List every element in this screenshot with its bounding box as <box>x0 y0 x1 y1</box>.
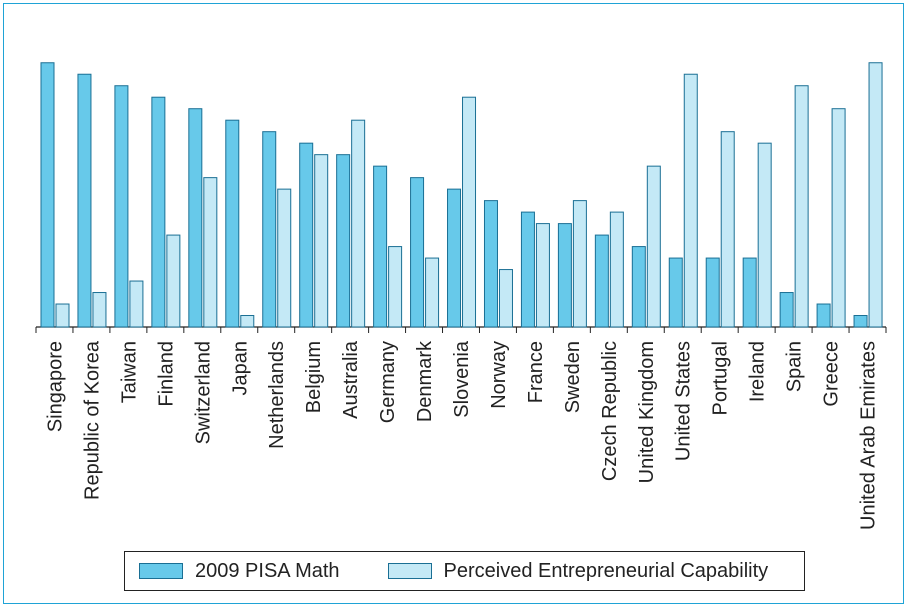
category-label: Netherlands <box>266 341 288 449</box>
bar-entrepreneurial-capability <box>498 269 513 328</box>
bar-pisa-math <box>779 292 794 328</box>
category-label: United Arab Emirates <box>858 341 880 530</box>
bar-entrepreneurial-capability <box>831 108 846 328</box>
category-label: Sweden <box>562 341 584 413</box>
bar-pisa-math <box>336 154 351 328</box>
legend-item-series-2: Perceived Entrepreneurial Capability <box>387 559 769 583</box>
category-label: Denmark <box>414 340 436 422</box>
bar-pisa-math <box>373 165 388 328</box>
bar-entrepreneurial-capability <box>129 280 144 328</box>
bar-entrepreneurial-capability <box>794 85 809 328</box>
legend-item-series-1: 2009 PISA Math <box>139 560 340 583</box>
category-label: Germany <box>377 341 399 423</box>
bar-pisa-math <box>853 315 868 328</box>
category-label: France <box>525 341 547 403</box>
bar-pisa-math <box>262 131 277 328</box>
bar-pisa-math <box>151 96 166 328</box>
category-label: Slovenia <box>451 340 473 418</box>
category-label: Singapore <box>44 341 66 432</box>
chart-frame: Singapore Republic of Korea Taiwan Finland S… <box>3 3 904 604</box>
bar-pisa-math <box>410 177 425 328</box>
bar-entrepreneurial-capability <box>757 142 772 328</box>
bar-pisa-math <box>225 119 240 328</box>
bar-entrepreneurial-capability <box>314 154 329 328</box>
bar-pisa-math <box>188 108 203 328</box>
bar-pisa-math <box>114 85 129 328</box>
bar-entrepreneurial-capability <box>388 246 403 328</box>
bar-pisa-math <box>447 188 462 328</box>
bar-pisa-math <box>520 211 535 328</box>
bar-entrepreneurial-capability <box>166 234 181 328</box>
bar-pisa-math <box>631 246 646 328</box>
legend: 2009 PISA Math Perceived Entrepreneurial… <box>124 551 805 591</box>
bar-entrepreneurial-capability <box>92 292 107 328</box>
category-label: Spain <box>784 341 806 392</box>
category-label: Finland <box>155 341 177 407</box>
bar-chart: Singapore Republic of Korea Taiwan Finland S… <box>35 62 887 530</box>
category-label: United States <box>673 341 695 461</box>
category-label: Greece <box>821 341 843 407</box>
bar-pisa-math <box>816 303 831 328</box>
bar-pisa-math <box>705 257 720 328</box>
bar-pisa-math <box>483 200 498 328</box>
category-label: Ireland <box>747 341 769 402</box>
bar-entrepreneurial-capability <box>535 223 550 328</box>
category-label: Norway <box>488 341 510 409</box>
bar-entrepreneurial-capability <box>572 200 587 328</box>
bar-entrepreneurial-capability <box>351 119 366 328</box>
category-labels: Singapore Republic of Korea Taiwan Finland S… <box>44 340 879 530</box>
bar-entrepreneurial-capability <box>609 211 624 328</box>
bar-entrepreneurial-capability <box>462 96 477 328</box>
category-label: Belgium <box>303 341 325 413</box>
bar-entrepreneurial-capability <box>720 131 735 328</box>
bar-entrepreneurial-capability <box>425 257 440 328</box>
category-label: Czech Republic <box>599 341 621 481</box>
bar-entrepreneurial-capability <box>203 177 218 328</box>
category-label: Republic of Korea <box>81 340 103 500</box>
bar-pisa-math <box>40 62 55 328</box>
category-label: United Kingdom <box>636 341 658 483</box>
category-label: Australia <box>340 340 362 419</box>
bar-pisa-math <box>742 257 757 328</box>
bars <box>40 62 883 328</box>
category-label: Switzerland <box>192 341 214 444</box>
legend-swatch-series-1 <box>139 563 183 579</box>
bar-entrepreneurial-capability <box>646 165 661 328</box>
bar-entrepreneurial-capability <box>55 303 70 328</box>
x-ticks <box>35 327 887 333</box>
legend-label-series-1: 2009 PISA Math <box>195 559 340 582</box>
bar-pisa-math <box>299 142 314 328</box>
bar-pisa-math <box>594 234 609 328</box>
bar-entrepreneurial-capability <box>277 188 292 328</box>
bar-entrepreneurial-capability <box>240 315 255 328</box>
category-label: Portugal <box>710 341 732 416</box>
bar-entrepreneurial-capability <box>868 62 883 328</box>
bar-pisa-math <box>557 223 572 328</box>
bar-entrepreneurial-capability <box>683 73 698 328</box>
legend-swatch-series-2 <box>387 563 432 579</box>
bar-pisa-math <box>77 73 92 328</box>
category-label: Japan <box>229 341 251 396</box>
legend-label-series-2: Perceived Entrepreneurial Capability <box>443 559 769 582</box>
bar-pisa-math <box>668 257 683 328</box>
category-label: Taiwan <box>118 341 140 403</box>
